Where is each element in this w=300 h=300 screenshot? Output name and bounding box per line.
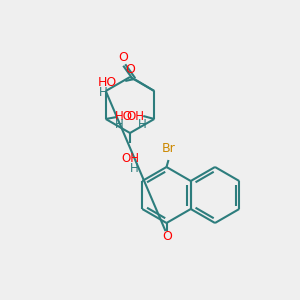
Text: H: H bbox=[137, 118, 146, 131]
Text: O: O bbox=[118, 51, 128, 64]
Text: H: H bbox=[130, 162, 138, 175]
Text: Br: Br bbox=[162, 142, 176, 155]
Text: O: O bbox=[125, 63, 135, 76]
Text: HO: HO bbox=[98, 76, 117, 89]
Text: H: H bbox=[115, 118, 124, 130]
Text: H: H bbox=[99, 85, 108, 98]
Text: O: O bbox=[163, 230, 172, 242]
Text: HO: HO bbox=[115, 110, 133, 122]
Text: OH: OH bbox=[121, 152, 139, 165]
Text: OH: OH bbox=[127, 110, 145, 124]
